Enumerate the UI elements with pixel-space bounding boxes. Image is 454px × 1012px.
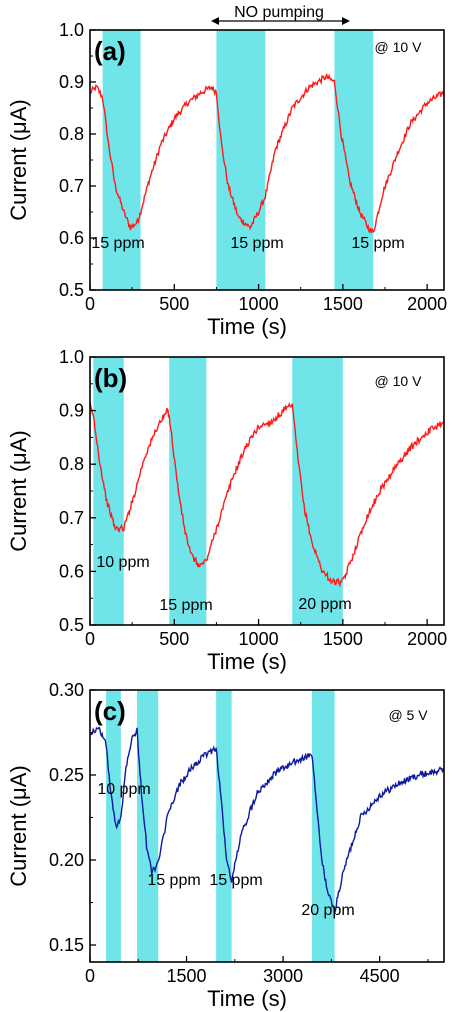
panel-a: 0 500 1000 1500 2000 0.5 0.6 0.7 0.8 0.9 1.0 Time (… [6,20,447,339]
concentration-label: 20 ppm [298,596,351,613]
x-tick-label: 0 [85,966,95,986]
y-axis-title: Current (μA) [6,430,31,551]
concentration-label: 15 ppm [147,872,200,889]
x-tick-label: 1500 [323,294,363,314]
gas-pulse-band [106,690,121,962]
x-tick-label: 3000 [263,966,303,986]
x-tick-label: 2000 [407,294,447,314]
plot-frame [89,356,445,626]
y-tick-label: 0.5 [59,615,84,635]
x-axis-title: Time (s) [207,649,287,674]
y-tick-label: 0.25 [49,765,84,785]
y-tick-label: 0.7 [59,176,84,196]
gas-pulse-band [102,30,141,290]
concentration-label: 10 ppm [97,781,150,798]
gas-pulse-band [93,357,124,625]
voltage-condition-label: @ 5 V [388,707,428,723]
concentration-label: 20 ppm [301,902,354,919]
y-tick-label: 0.6 [59,561,84,581]
concentration-label: 15 ppm [91,235,144,252]
x-tick-label: 1000 [239,294,279,314]
plot-frame [89,689,445,963]
y-tick-label: 0.30 [49,680,84,700]
current-series-line [89,401,445,588]
x-axis-title: Time (s) [207,314,287,339]
gas-pulse-band [136,690,159,962]
concentration-label: 15 ppm [351,235,404,252]
y-axis-title: Current (μA) [6,99,31,220]
no-pumping-label: NO pumping [234,4,324,21]
concentration-label: 15 ppm [209,872,262,889]
y-axis-title: Current (μA) [6,765,31,886]
x-tick-label: 1500 [167,966,207,986]
current-series-line [89,726,445,914]
voltage-condition-label: @ 10 V [375,373,423,389]
voltage-condition-label: @ 10 V [375,39,423,55]
x-tick-label: 4500 [360,966,400,986]
x-tick-label: 0 [85,629,95,649]
y-tick-label: 0.20 [49,850,84,870]
y-tick-label: 0.8 [59,124,84,144]
x-tick-label: 0 [85,294,95,314]
concentration-label: 15 ppm [159,597,212,614]
x-tick-label: 1000 [239,629,279,649]
concentration-label: 10 ppm [96,554,149,571]
y-tick-label: 0.7 [59,508,84,528]
no-pumping-annotation: NO pumping [211,4,350,25]
gas-pulse-band [216,30,266,290]
panel-label: (c) [94,696,126,726]
panel-label: (a) [94,36,126,66]
concentration-label: 15 ppm [230,235,283,252]
panel-b: 0 500 1000 1500 2000 0.5 0.6 0.7 0.8 0.9 1.0 Time (… [6,347,447,674]
x-tick-label: 2000 [407,629,447,649]
current-series-line [89,72,445,234]
y-tick-label: 0.5 [59,280,84,300]
panel-label: (b) [94,363,127,393]
x-tick-label: 500 [159,629,189,649]
gas-pulse-band [312,690,335,962]
y-tick-label: 1.0 [59,20,84,40]
x-tick-label: 1500 [323,629,363,649]
y-tick-label: 0.8 [59,454,84,474]
no-pumping-arrow-head-left [211,17,219,25]
y-tick-label: 0.9 [59,72,84,92]
gas-pulse-band [334,30,374,290]
x-axis-title: Time (s) [207,986,287,1011]
y-tick-label: 0.9 [59,401,84,421]
y-tick-label: 0.15 [49,935,84,955]
no-pumping-arrow-head-right [342,17,350,25]
gas-pulse-band [169,357,207,625]
panel-c: 0 1500 3000 4500 0.15 0.20 0.25 0.30 Time (s) Cur… [6,680,445,1011]
x-tick-label: 500 [159,294,189,314]
y-tick-label: 1.0 [59,347,84,367]
y-tick-label: 0.6 [59,228,84,248]
